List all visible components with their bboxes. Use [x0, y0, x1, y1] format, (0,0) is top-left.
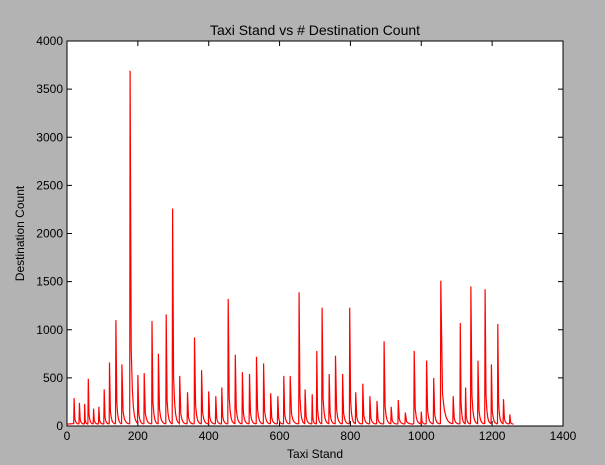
x-tick-label: 1400: [550, 429, 577, 443]
series-layer: [66, 70, 514, 426]
y-tick-label: 3000: [36, 130, 63, 144]
x-tick-label: 200: [128, 429, 148, 443]
x-axis-title: Taxi Stand: [287, 447, 343, 461]
ticks-layer: 0 200 400 600 800 1000 1200 1400 0 500 1000 1500 200…: [36, 34, 576, 443]
x-tick-label: 1200: [479, 429, 506, 443]
series-line: [66, 70, 514, 426]
y-tick-label: 500: [43, 371, 63, 385]
y-tick-label: 0: [56, 419, 63, 433]
y-tick-label: 2500: [36, 178, 63, 192]
x-tick-label: 0: [64, 429, 71, 443]
y-tick-label: 1500: [36, 275, 63, 289]
y-tick-label: 3500: [36, 82, 63, 96]
y-axis-title: Destination Count: [13, 185, 27, 281]
y-tick-label: 2000: [36, 227, 63, 241]
x-tick-label: 600: [270, 429, 290, 443]
y-tick-label: 4000: [36, 34, 63, 48]
y-tick-label: 1000: [36, 323, 63, 337]
x-tick-label: 1000: [408, 429, 435, 443]
x-tick-label: 400: [199, 429, 219, 443]
x-tick-label: 800: [340, 429, 360, 443]
chart-title: Taxi Stand vs # Destination Count: [210, 22, 420, 38]
plot-area: [66, 40, 564, 427]
